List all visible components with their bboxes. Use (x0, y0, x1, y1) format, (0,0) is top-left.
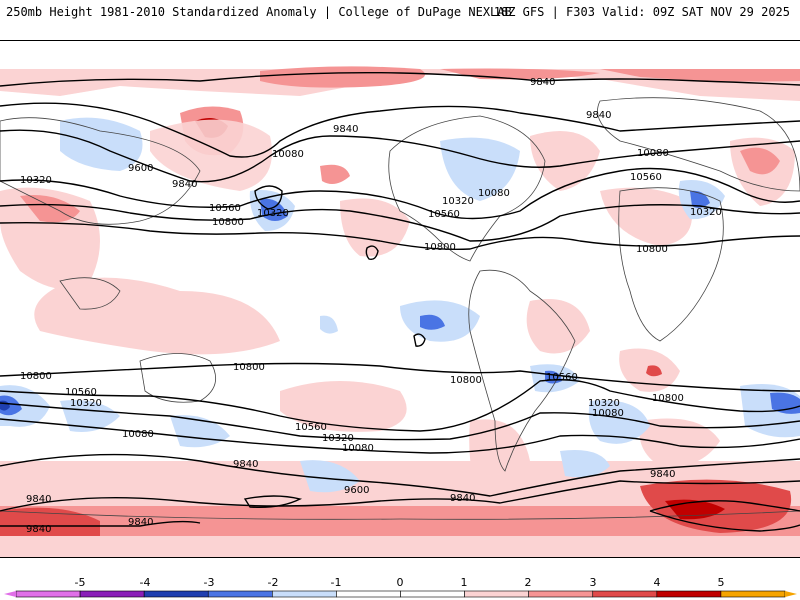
colorbar-min-arrow (4, 591, 16, 597)
colorbar-tick: 0 (397, 576, 404, 589)
contour-label: 10080 (272, 149, 304, 160)
contour-label: 9840 (450, 493, 475, 504)
contour-label: 10800 (212, 217, 244, 228)
contour-label: 10800 (652, 393, 684, 404)
colorbar-segment (272, 590, 337, 598)
contour-label: 10560 (546, 372, 578, 383)
colorbar-max-arrow (785, 591, 797, 597)
contour-label: 9840 (586, 110, 611, 121)
colorbar-tick: -4 (140, 576, 151, 589)
anomaly-map: 9840 9840 9840 10080 9600 9840 10320 105… (0, 40, 800, 558)
contour-label: 9600 (128, 163, 153, 174)
contour-label: 9840 (650, 469, 675, 480)
colorbar-tick: -1 (331, 576, 342, 589)
contour-label: 10800 (636, 244, 668, 255)
contour-label: 10560 (428, 209, 460, 220)
colorbar-tick: 5 (718, 576, 725, 589)
height-contours (0, 71, 800, 532)
colorbar-segment (592, 590, 658, 598)
colorbar-segment (336, 590, 401, 598)
contour-label: 9840 (333, 124, 358, 135)
contour-label: 9840 (26, 494, 51, 505)
colorbar-segment (79, 590, 145, 598)
colorbar-segment (400, 590, 465, 598)
contour-label: 10560 (65, 387, 97, 398)
contour-label: 10320 (588, 398, 620, 409)
map-title: 250mb Height 1981-2010 Standardized Anom… (6, 5, 512, 19)
contour-label: 10320 (690, 207, 722, 218)
contour-label: 10800 (20, 371, 52, 382)
contour-label: 10080 (122, 429, 154, 440)
colorbar-segment (720, 590, 786, 598)
contour-label: 9840 (233, 459, 258, 470)
contour-label: 10800 (450, 375, 482, 386)
colorbar-segment (207, 590, 273, 598)
contour-label: 10320 (70, 398, 102, 409)
contour-label: 10080 (592, 408, 624, 419)
contour-label: 10080 (342, 443, 374, 454)
colorbar-tick: -3 (204, 576, 215, 589)
contour-label: 9840 (26, 524, 51, 535)
colorbar-legend: -5 -4 -3 -2 -1 0 1 2 3 4 5 (4, 576, 797, 598)
model-run-info: 18Z GFS | F303 Valid: 09Z SAT NOV 29 202… (493, 5, 790, 19)
contour-label: 9840 (128, 517, 153, 528)
colorbar-tick: 4 (654, 576, 661, 589)
contour-label: 10560 (295, 422, 327, 433)
contour-label: 10320 (442, 196, 474, 207)
contour-label: 10560 (209, 203, 241, 214)
colorbar-tick: 3 (590, 576, 597, 589)
contour-label: 10320 (20, 175, 52, 186)
contour-label: 9840 (172, 179, 197, 190)
contour-label: 10800 (233, 362, 265, 373)
colorbar-segment (528, 590, 594, 598)
colorbar-tick: -2 (268, 576, 279, 589)
colorbar-segment (15, 590, 81, 598)
colorbar-tick: -5 (75, 576, 86, 589)
colorbar-tick: 2 (525, 576, 532, 589)
colorbar-ticks: -5 -4 -3 -2 -1 0 1 2 3 4 5 (75, 576, 725, 589)
contour-label: 9600 (344, 485, 369, 496)
contour-label: 9840 (530, 77, 555, 88)
contour-label: 10080 (637, 148, 669, 159)
colorbar-segment (464, 590, 529, 598)
contour-label: 10320 (322, 433, 354, 444)
contour-label: 10080 (478, 188, 510, 199)
colorbar-segments (4, 590, 797, 598)
map-canvas: 9840 9840 9840 10080 9600 9840 10320 105… (0, 66, 800, 557)
colorbar-segment (656, 590, 722, 598)
colorbar-tick: 1 (461, 576, 468, 589)
contour-label: 10560 (630, 172, 662, 183)
contour-label: 10800 (424, 242, 456, 253)
contour-label: 10320 (257, 208, 289, 219)
contour-labels: 9840 9840 9840 10080 9600 9840 10320 105… (20, 77, 722, 535)
colorbar-segment (143, 590, 209, 598)
coastlines (0, 97, 800, 520)
